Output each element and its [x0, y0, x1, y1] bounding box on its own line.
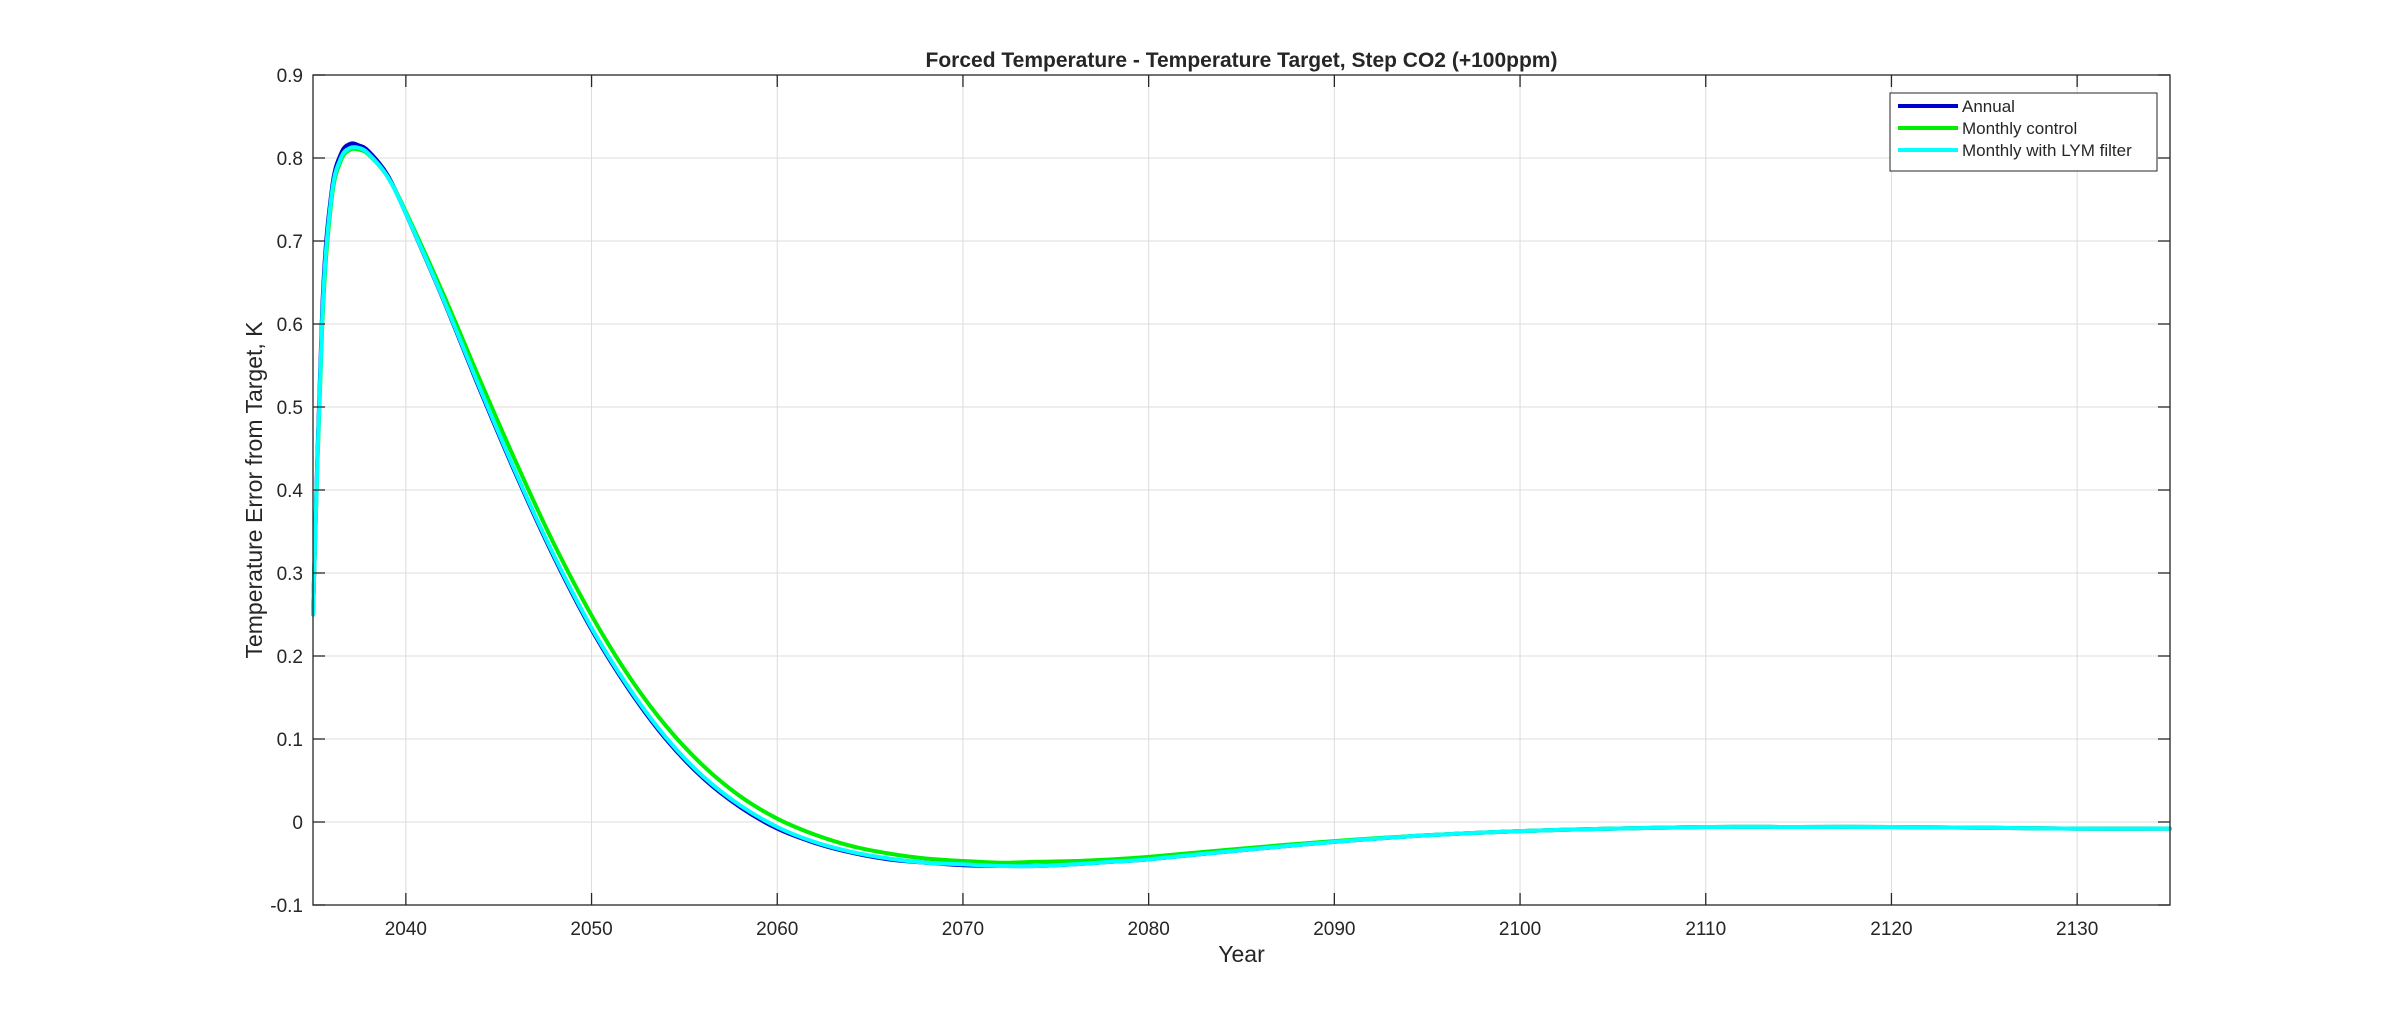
- y-tick-label: -0.1: [270, 896, 303, 917]
- x-tick-label: 2050: [570, 919, 612, 940]
- y-tick-label: 0.4: [277, 481, 304, 502]
- legend-label: Annual: [1962, 97, 2015, 116]
- series-line-3: [311, 145, 2172, 869]
- x-axis-label: Year: [1218, 941, 1265, 967]
- x-tick-label: 2130: [2056, 919, 2098, 940]
- x-tick-label: 2060: [756, 919, 798, 940]
- x-tick-label: 2110: [1685, 919, 1726, 940]
- series-lines: [311, 141, 2172, 869]
- y-tick-label: 0.9: [277, 66, 303, 87]
- chart-title: Forced Temperature - Temperature Target,…: [926, 49, 1558, 72]
- y-tick-label: 0.6: [277, 315, 303, 336]
- x-tick-label: 2070: [942, 919, 984, 940]
- legend-label: Monthly with LYM filter: [1962, 141, 2132, 160]
- y-axis-label: Temperature Error from Target, K: [241, 321, 267, 659]
- y-tick-label: 0.5: [277, 398, 303, 419]
- legend: Annual Monthly control Monthly with LYM fi…: [1889, 92, 2158, 172]
- x-tick-label: 2080: [1128, 919, 1170, 940]
- y-tick-label: 0.1: [277, 730, 303, 751]
- legend-label: Monthly control: [1962, 119, 2077, 138]
- x-tick-label: 2120: [1870, 919, 1912, 940]
- y-tick-label: 0: [292, 813, 303, 834]
- y-tick-label: 0.8: [277, 149, 303, 170]
- x-tick-label: 2040: [385, 919, 427, 940]
- axis-ticks: 2040 2050 2060 2070 2080 2090 2100 2110 2120 2130…: [270, 66, 2170, 940]
- y-tick-label: 0.2: [277, 647, 303, 668]
- x-tick-label: 2090: [1313, 919, 1355, 940]
- x-tick-label: 2100: [1499, 919, 1541, 940]
- y-tick-label: 0.3: [277, 564, 303, 585]
- y-tick-label: 0.7: [277, 232, 303, 253]
